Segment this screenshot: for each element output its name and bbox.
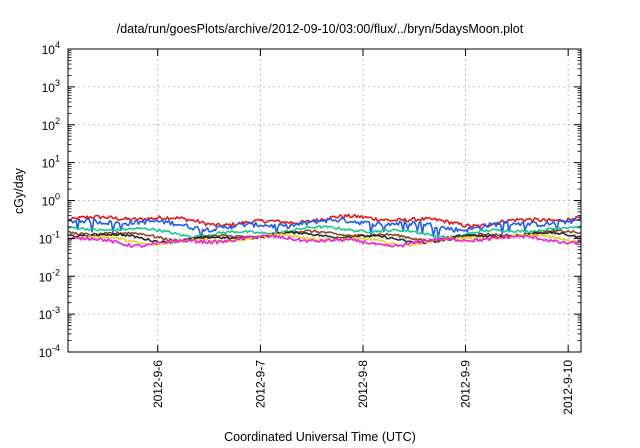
- y-tick-label: 102: [42, 116, 60, 133]
- series-line: [67, 225, 582, 239]
- series-lines: [67, 213, 582, 248]
- series-line: [67, 232, 582, 248]
- grid-lines: [68, 49, 581, 352]
- x-axis-ticks: 2012-9-6 2012-9-7 2012-9-8 2012-9-9 2012-9-1…: [151, 49, 575, 415]
- y-tick-label: 10-2: [39, 267, 60, 284]
- y-tick-label: 100: [42, 192, 60, 209]
- chart-title: /data/run/goesPlots/archive/2012-09-10/0…: [116, 22, 524, 36]
- y-axis-ticks: 10-4 10-3 10-2 10-1 100 101 102 103 104: [39, 40, 581, 360]
- series-line: [67, 234, 582, 248]
- series-line: [67, 217, 581, 240]
- y-tick-label: 10-3: [39, 305, 60, 322]
- x-axis-label: Coordinated Universal Time (UTC): [224, 430, 416, 444]
- y-tick-label: 103: [42, 78, 60, 95]
- y-tick-label: 101: [42, 154, 60, 171]
- x-tick-label: 2012-9-10: [561, 360, 575, 415]
- y-tick-label: 10-1: [39, 229, 60, 246]
- y-tick-label: 10-4: [39, 343, 60, 360]
- x-tick-label: 2012-9-8: [356, 360, 370, 408]
- series-line: [67, 229, 582, 244]
- series-line: [67, 230, 582, 245]
- x-tick-label: 2012-9-6: [151, 360, 165, 408]
- y-tick-label: 104: [42, 40, 60, 57]
- x-tick-label: 2012-9-7: [253, 360, 267, 408]
- x-tick-label: 2012-9-9: [459, 360, 473, 408]
